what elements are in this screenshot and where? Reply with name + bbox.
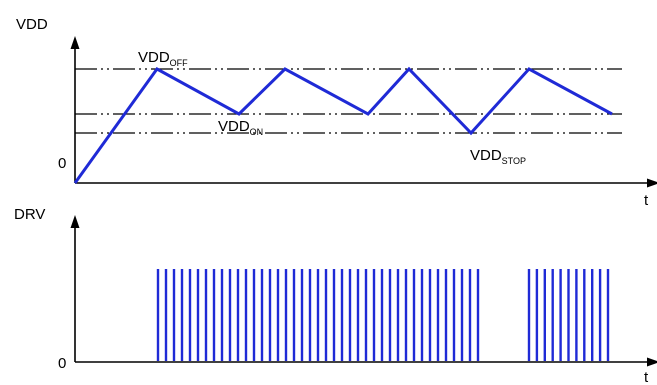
vdd-x-axis-arrow <box>647 178 657 188</box>
vdd-stop-label-main: VDD <box>470 147 502 164</box>
vdd-stop-label-sub: STOP <box>502 156 526 166</box>
vdd-off-label-sub: OFF <box>170 58 188 68</box>
vdd-stop-label: VDDSTOP <box>470 147 526 166</box>
vdd-off-label: VDDOFF <box>138 49 188 68</box>
drv-origin-label: 0 <box>58 355 66 372</box>
drv-axis-label: DRV <box>14 206 45 223</box>
drv-pulse-group-2 <box>527 269 610 361</box>
drv-x-axis-arrow <box>647 357 657 367</box>
vdd-off-label-main: VDD <box>138 49 170 66</box>
drv-time-label: t <box>644 369 649 385</box>
vdd-panel: VDD 0 t VDDOFF VDDON VDDSTOP <box>16 16 657 209</box>
drv-pulse-group-1 <box>156 269 480 361</box>
vdd-origin-label: 0 <box>58 155 66 172</box>
drv-panel: DRV 0 t <box>14 206 657 385</box>
drv-y-axis-arrow <box>70 215 80 228</box>
vdd-waveform <box>73 66 613 184</box>
vdd-y-axis-arrow <box>70 36 80 49</box>
vdd-axis-label: VDD <box>16 16 48 33</box>
vdd-time-label: t <box>644 192 649 209</box>
vdd-on-label: VDDON <box>218 118 263 137</box>
vdd-on-label-sub: ON <box>250 127 264 137</box>
vdd-on-label-main: VDD <box>218 118 250 135</box>
